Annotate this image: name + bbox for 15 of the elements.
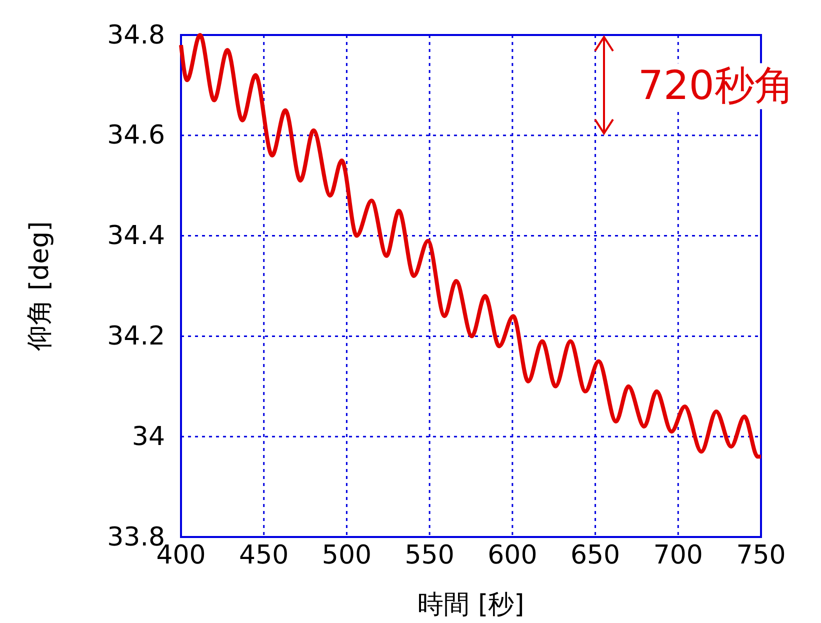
y-tick-label: 34.4 bbox=[107, 221, 165, 252]
x-tick-label: 700 bbox=[653, 540, 703, 570]
x-tick-label: 550 bbox=[404, 540, 454, 570]
x-axis-title: 時間 [秒] bbox=[418, 590, 524, 620]
x-tick-label: 650 bbox=[570, 540, 620, 570]
y-axis-title: 仰角 [deg] bbox=[25, 221, 55, 351]
y-tick-label: 34.8 bbox=[107, 20, 165, 50]
x-tick-label: 750 bbox=[736, 540, 786, 570]
x-tick-label: 500 bbox=[322, 540, 372, 570]
annotation: 720秒角 bbox=[638, 63, 794, 110]
x-tick-label: 450 bbox=[239, 540, 289, 570]
y-tick-label: 34 bbox=[132, 422, 165, 452]
y-tick-label: 34.6 bbox=[107, 120, 165, 151]
x-tick-label: 600 bbox=[488, 540, 538, 570]
y-tick-label: 34.2 bbox=[107, 322, 165, 352]
